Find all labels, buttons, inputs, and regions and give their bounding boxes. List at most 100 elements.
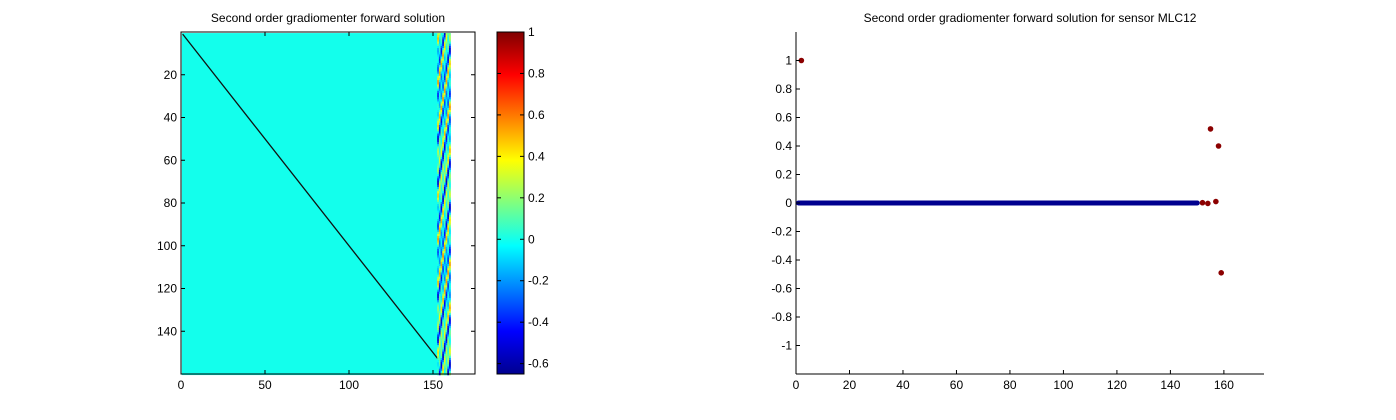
- heatmap-cell: [448, 278, 451, 282]
- heatmap-cell: [445, 161, 448, 164]
- heatmap-cell: [448, 182, 451, 186]
- heatmap-cell: [445, 139, 448, 143]
- heatmap-cell: [438, 137, 441, 141]
- heatmap-cell: [440, 208, 443, 211]
- heatmap-cell: [443, 276, 446, 280]
- heatmap-cell: [445, 60, 448, 64]
- heatmap-cell: [445, 54, 448, 57]
- heatmap-cell: [437, 139, 440, 143]
- heatmap-cell: [440, 227, 443, 230]
- heatmap-cell: [438, 65, 441, 68]
- heatmap-cell: [443, 266, 446, 269]
- heatmap-cell: [448, 152, 451, 156]
- heatmap-cell: [440, 148, 443, 151]
- heatmap-cell: [442, 263, 445, 267]
- heatmap-cell: [437, 298, 440, 301]
- heatmap-cell: [442, 368, 445, 371]
- heatmap-cell: [447, 73, 450, 77]
- heatmap-cell: [445, 73, 448, 77]
- heatmap-cell: [440, 146, 443, 149]
- heatmap-cell: [445, 255, 448, 258]
- heatmap-cell: [448, 343, 451, 346]
- heatmap-cell: [447, 244, 450, 248]
- heatmap-cell: [443, 197, 446, 200]
- heatmap-cell: [448, 317, 451, 320]
- heatmap-cell: [447, 278, 450, 282]
- heatmap-cell: [437, 300, 440, 303]
- heatmap-cell: [448, 340, 451, 344]
- heatmap-cell: [445, 197, 448, 200]
- heatmap-cell: [448, 110, 451, 113]
- heatmap-cell: [438, 298, 441, 301]
- heatmap-cell: [448, 157, 451, 160]
- heatmap-cell: [448, 231, 451, 235]
- heatmap-cell: [440, 99, 443, 102]
- heatmap-cell: [442, 129, 445, 132]
- heatmap-cell: [445, 206, 448, 209]
- heatmap-cell: [443, 293, 446, 297]
- heatmap-cell: [437, 180, 440, 183]
- heatmap-cell: [438, 255, 441, 258]
- heatmap-cell: [443, 328, 446, 331]
- heatmap-cell: [438, 300, 441, 303]
- heatmap-cell: [438, 259, 441, 262]
- heatmap-cell: [447, 86, 450, 89]
- heatmap-cell: [437, 127, 440, 130]
- scatter-x-tick-label: 140: [1160, 378, 1180, 392]
- heatmap-cell: [447, 37, 450, 40]
- heatmap-cell: [447, 195, 450, 198]
- heatmap-cell: [440, 223, 443, 226]
- heatmap-cell: [440, 80, 443, 83]
- heatmap-cell: [437, 174, 440, 177]
- heatmap-cell: [443, 105, 446, 109]
- heatmap-cell: [442, 97, 445, 100]
- heatmap-cell: [445, 259, 448, 262]
- heatmap-cell: [447, 253, 450, 256]
- heatmap-cell: [448, 33, 451, 36]
- heatmap-cell: [448, 360, 451, 363]
- heatmap-cell: [448, 193, 451, 196]
- heatmap-cell: [438, 204, 441, 207]
- heatmap-cell: [448, 43, 451, 47]
- heatmap-cell: [437, 370, 440, 374]
- heatmap-cell: [448, 368, 451, 371]
- heatmap-cell: [445, 201, 448, 205]
- heatmap-cell: [437, 216, 440, 220]
- heatmap-cell: [437, 135, 440, 139]
- heatmap-cell: [443, 69, 446, 72]
- heatmap-cell: [447, 152, 450, 156]
- heatmap-cell: [448, 319, 451, 322]
- heatmap-cell: [443, 364, 446, 367]
- heatmap-cell: [448, 347, 451, 350]
- heatmap-cell: [447, 39, 450, 42]
- scatter-x-tick-label: 40: [896, 378, 910, 392]
- heatmap-cell: [443, 233, 446, 237]
- heatmap-cell: [447, 127, 450, 130]
- heatmap-image: [181, 33, 451, 376]
- heatmap-cell: [442, 343, 445, 346]
- heatmap-cell: [445, 176, 448, 179]
- heatmap-cell: [442, 50, 445, 53]
- heatmap-cell: [442, 88, 445, 91]
- heatmap-cell: [442, 319, 445, 322]
- heatmap-cell: [448, 291, 451, 295]
- heatmap-cell: [442, 317, 445, 320]
- heatmap-cell: [448, 287, 451, 290]
- heatmap-cell: [447, 146, 450, 149]
- heatmap-cell: [447, 336, 450, 339]
- heatmap-cell: [437, 255, 440, 258]
- heatmap-cell: [440, 159, 443, 162]
- heatmap-cell: [445, 368, 448, 371]
- heatmap-cell: [440, 201, 443, 205]
- heatmap-cell: [440, 295, 443, 299]
- colorbar-ticks: 1 0.8 0.6 0.4 0.2 0 -0.2 -0.4 -0.6: [497, 25, 549, 371]
- heatmap-cell: [445, 289, 448, 292]
- heatmap-cell: [442, 313, 445, 316]
- heatmap-cell: [438, 221, 441, 224]
- heatmap-cell: [447, 90, 450, 94]
- heatmap-cell: [438, 165, 441, 168]
- heatmap-cell: [442, 240, 445, 243]
- heatmap-cell: [443, 289, 446, 292]
- heatmap-cell: [443, 244, 446, 248]
- heatmap-cell: [447, 236, 450, 239]
